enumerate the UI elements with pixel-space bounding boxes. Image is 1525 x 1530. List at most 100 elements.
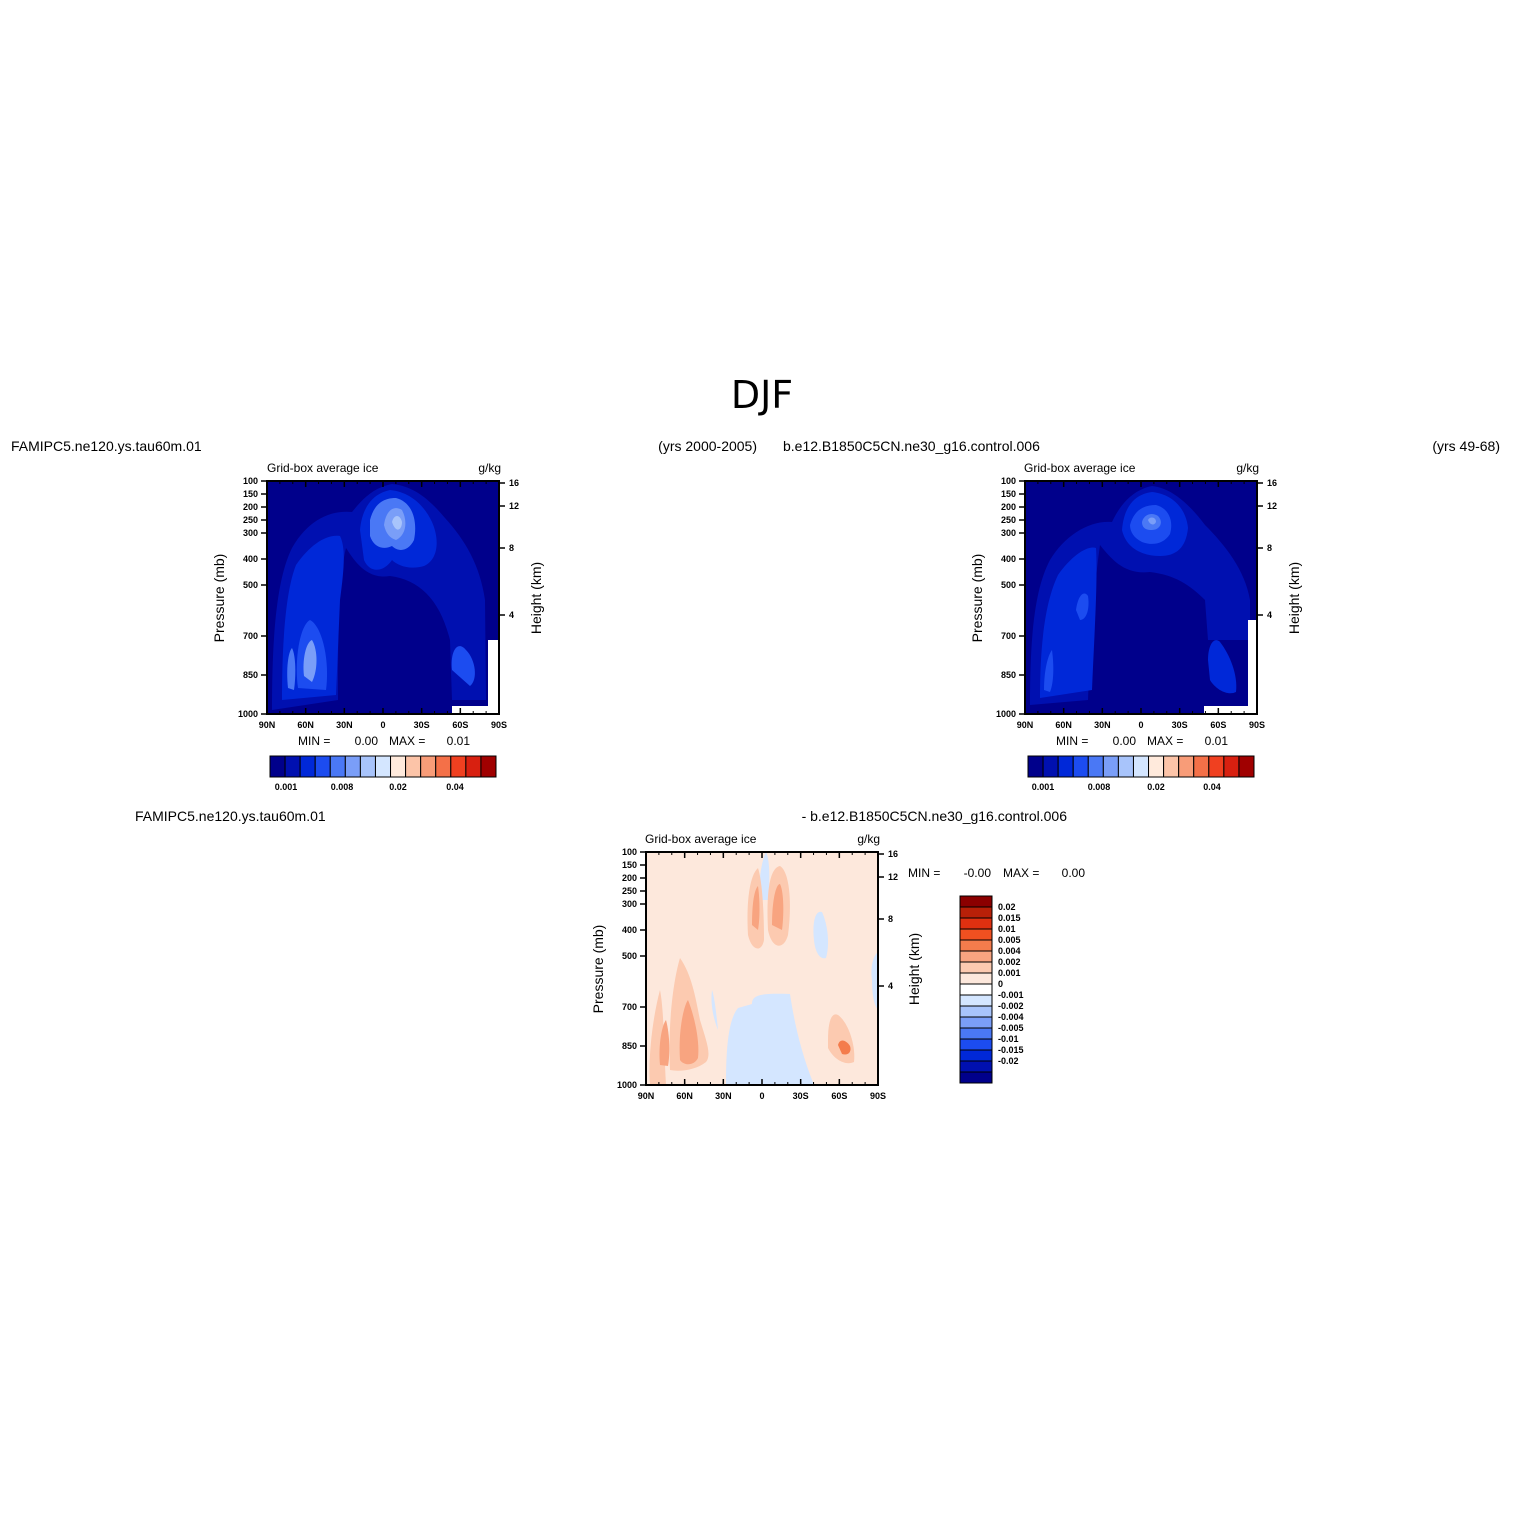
colorbar-label: -0.02 (998, 1056, 1019, 1066)
colorbar-box (1163, 755, 1180, 778)
y-right-tick-label: 12 (888, 872, 898, 882)
y-tick-label: 1000 (996, 709, 1016, 719)
panel-3-negative-region (871, 952, 878, 1010)
panel-2-max-value: 0.01 (1205, 734, 1229, 748)
panel-3-min-label: MIN = (908, 866, 940, 880)
colorbar-box (959, 917, 993, 930)
x-tick-label: 60N (297, 720, 314, 730)
panel-1-case-left: FAMIPC5.ne120.ys.tau60m.01 (11, 438, 202, 454)
x-tick-label: 90S (491, 720, 507, 730)
colorbar-label: -0.001 (998, 990, 1024, 1000)
y-tick-label: 850 (243, 670, 258, 680)
colorbar-label: 0.001 (998, 968, 1021, 978)
panel-3-negative-region (726, 993, 814, 1085)
y-right-tick-label: 4 (1267, 610, 1272, 620)
y-tick-label: 150 (622, 860, 637, 870)
y-tick-label: 400 (243, 554, 258, 564)
panel-2-missing-data-east (1248, 620, 1257, 708)
panel-2-min-label: MIN = (1056, 734, 1088, 748)
colorbar-box (450, 755, 467, 778)
panel-1-colorbar-label: 0.04 (446, 782, 464, 792)
x-tick-label: 30N (336, 720, 353, 730)
panel-3-variable: Grid-box average ice (645, 832, 757, 846)
figure-title: DJF (731, 373, 793, 417)
y-tick-label: 700 (243, 631, 258, 641)
y-tick-label: 100 (622, 847, 637, 857)
x-tick-label: 30N (1094, 720, 1111, 730)
colorbar-box (959, 1071, 993, 1084)
panel-1-ylabel-left: Pressure (mb) (211, 554, 227, 643)
x-tick-label: 30N (715, 1091, 732, 1101)
x-tick-label: 30S (414, 720, 430, 730)
colorbar-box (1238, 755, 1255, 778)
colorbar-label: -0.004 (998, 1012, 1024, 1022)
panel-1-missing-data-east (488, 640, 499, 708)
panel-2-variable: Grid-box average ice (1024, 461, 1136, 475)
y-right-tick-label: 16 (1267, 478, 1277, 488)
y-right-tick-label: 8 (509, 543, 514, 553)
panel-2-contour-level-8 (1208, 640, 1237, 694)
panel-2-contour-level-2 (1040, 547, 1097, 698)
colorbar-box (1132, 755, 1150, 778)
panel-3-ylabel-left: Pressure (mb) (590, 925, 606, 1014)
colorbar-box (959, 1016, 993, 1029)
colorbar-box (1042, 755, 1059, 778)
panel-1-missing-data (452, 706, 499, 714)
x-tick-label: 60N (676, 1091, 693, 1101)
panel-2-case-right: (yrs 49-68) (1432, 438, 1500, 454)
panel-3-positive-region (679, 1000, 699, 1065)
panel-3-units: g/kg (857, 832, 880, 846)
panel-2-colorbar-label: 0.001 (1032, 782, 1055, 792)
panel-1-min-label: MIN = (298, 734, 330, 748)
colorbar-box (329, 755, 346, 778)
y-tick-label: 850 (1001, 670, 1016, 680)
colorbar-box (284, 755, 301, 778)
colorbar-label: 0 (998, 979, 1003, 989)
panel-3-colorbar-labels: 0.020.0150.010.0050.0040.0020.0010-0.001… (998, 902, 1024, 1066)
colorbar-box (405, 755, 422, 778)
panel-3-min-value: -0.00 (964, 866, 992, 880)
colorbar-label: 0.02 (998, 902, 1016, 912)
panel-1-contour-level-8 (287, 648, 296, 690)
colorbar-box (959, 906, 993, 919)
y-right-tick-label: 8 (1267, 543, 1272, 553)
colorbar-label: -0.01 (998, 1034, 1019, 1044)
x-tick-label: 60S (452, 720, 468, 730)
panel-3-ylabel-right: Height (km) (906, 933, 922, 1005)
y-tick-label: 100 (1001, 476, 1016, 486)
colorbar-box (959, 928, 993, 941)
y-tick-label: 250 (243, 515, 258, 525)
panel-1-max-value: 0.01 (447, 734, 471, 748)
panel-3-negative-region (813, 911, 829, 959)
y-tick-label: 300 (622, 899, 637, 909)
panel-2-axes: 90N 60N 30N 0 30S 60S 90S 100 150 200 250 300 400 500… (996, 476, 1277, 730)
colorbar-box (1178, 755, 1195, 778)
colorbar-box (1087, 755, 1104, 778)
panel-2-colorbar-label: 0.02 (1147, 782, 1165, 792)
colorbar-box (390, 755, 407, 778)
colorbar-box (959, 983, 993, 996)
panel-3-max-value: 0.00 (1062, 866, 1086, 880)
y-tick-label: 150 (243, 489, 258, 499)
y-tick-label: 850 (622, 1041, 637, 1051)
colorbar-label: -0.015 (998, 1045, 1024, 1055)
y-tick-label: 500 (622, 951, 637, 961)
colorbar-box (1223, 755, 1240, 778)
colorbar-box (1148, 755, 1165, 778)
y-tick-label: 300 (243, 528, 258, 538)
panel-3-case-right: - b.e12.B1850C5CN.ne30_g16.control.006 (802, 808, 1068, 824)
y-right-tick-label: 8 (888, 914, 893, 924)
y-tick-label: 200 (1001, 502, 1016, 512)
y-right-tick-label: 12 (1267, 501, 1277, 511)
colorbar-box (1102, 755, 1119, 778)
y-tick-label: 100 (243, 476, 258, 486)
x-tick-label: 60S (1210, 720, 1226, 730)
panel-1-variable: Grid-box average ice (267, 461, 379, 475)
panel-3-contours (646, 852, 878, 1085)
y-right-tick-label: 12 (509, 501, 519, 511)
colorbar-box (1208, 755, 1225, 778)
panel-1-min-value: 0.00 (355, 734, 379, 748)
colorbar-label: -0.005 (998, 1023, 1024, 1033)
y-tick-label: 250 (622, 886, 637, 896)
